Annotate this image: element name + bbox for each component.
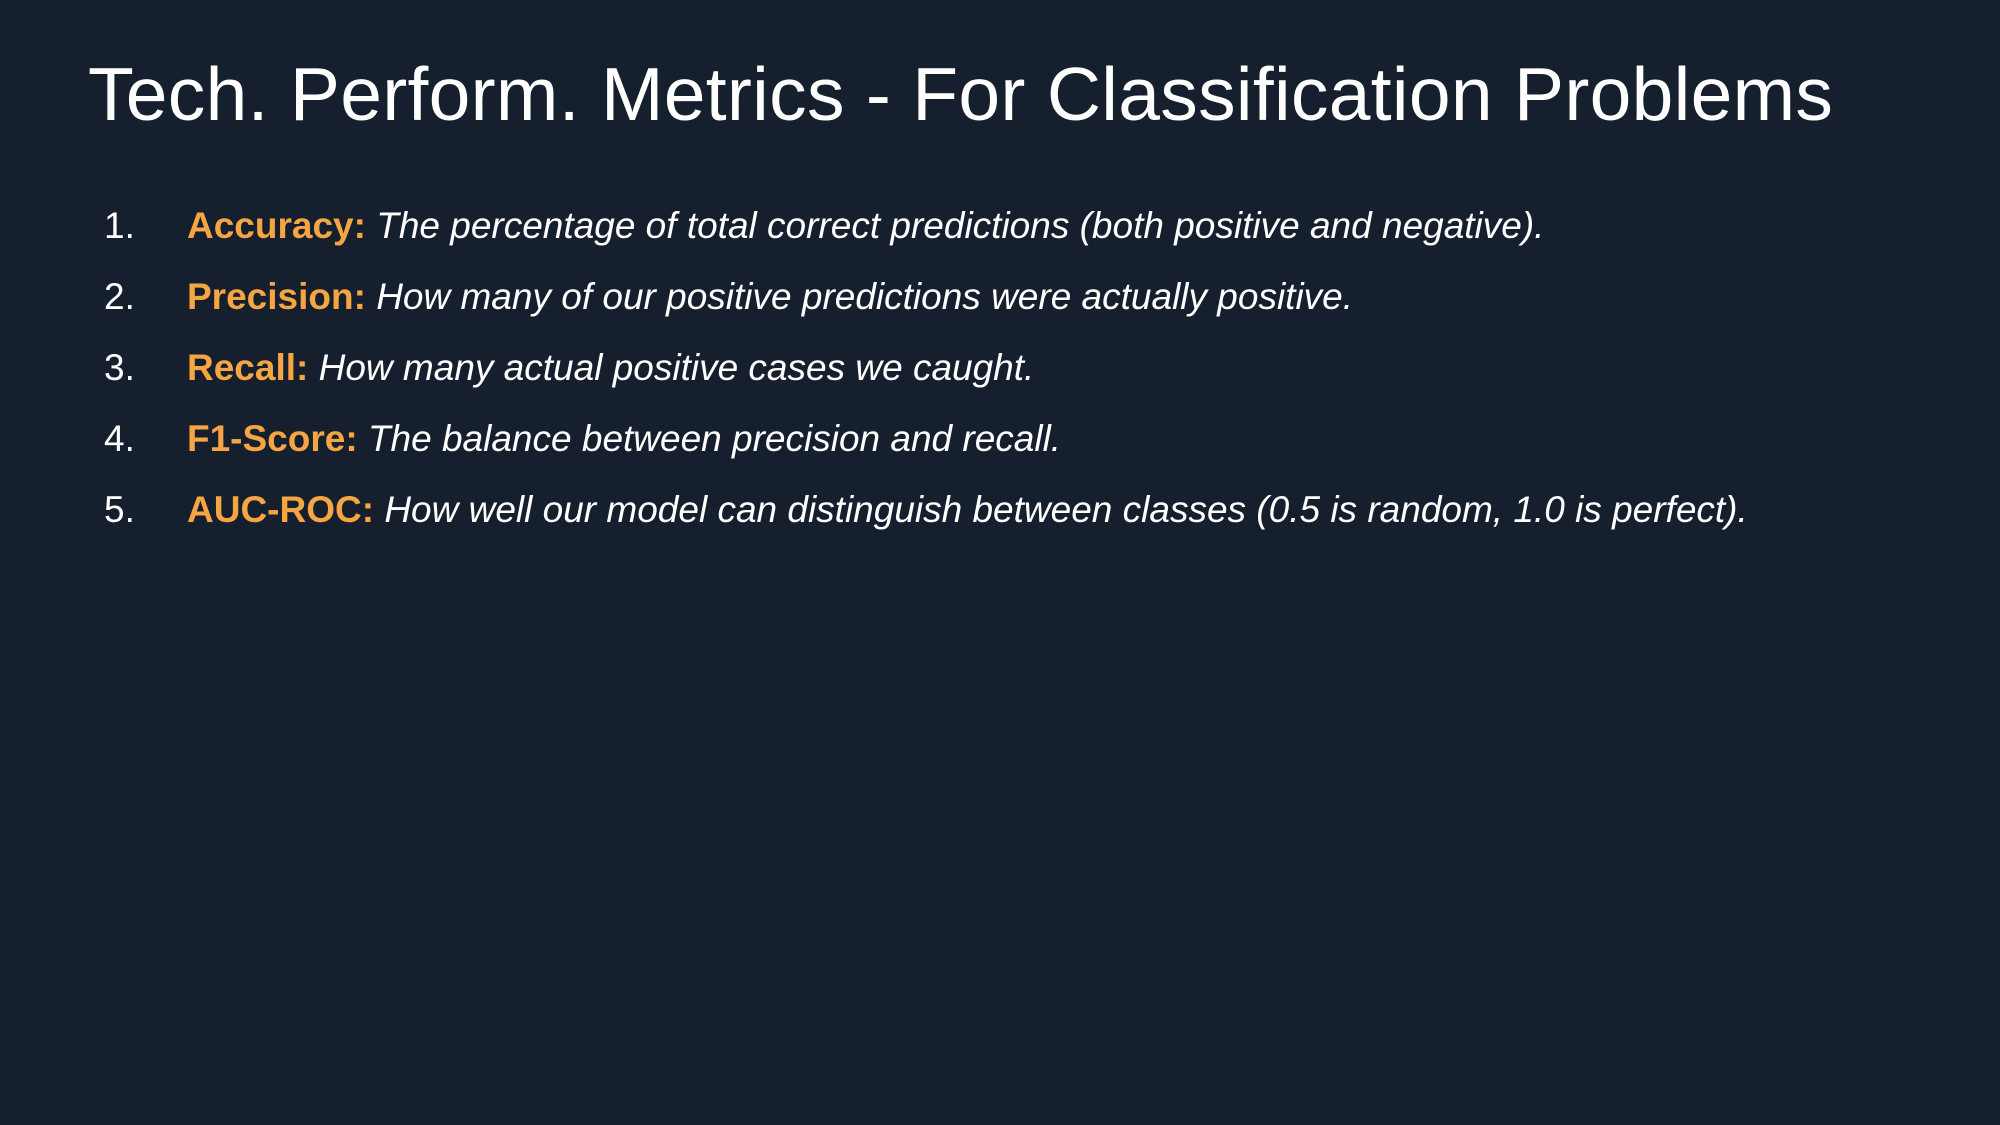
metric-description: The percentage of total correct predicti… [376, 205, 1545, 246]
metric-item-f1-score: 4. F1-Score: The balance between precisi… [0, 403, 2000, 474]
metric-text: Accuracy: The percentage of total correc… [187, 190, 1544, 261]
metric-term: F1-Score: [187, 418, 358, 459]
metric-description: The balance between precision and recall… [367, 418, 1062, 459]
metric-description: How well our model can distinguish betwe… [384, 489, 1748, 530]
metric-item-auc-roc: 5. AUC-ROC: How well our model can disti… [0, 474, 2000, 545]
metric-number: 3. [104, 347, 135, 388]
metric-term: Accuracy: [187, 205, 366, 246]
metric-number: 2. [104, 276, 135, 317]
slide-title: Tech. Perform. Metrics - For Classificat… [88, 52, 1834, 136]
metric-term: AUC-ROC: [187, 489, 375, 530]
metric-text: Recall: How many actual positive cases w… [187, 332, 1034, 403]
metric-number: 5. [104, 489, 135, 530]
metric-term: Recall: [187, 347, 309, 388]
metric-item-recall: 3. Recall: How many actual positive case… [0, 332, 2000, 403]
metric-text: F1-Score: The balance between precision … [187, 403, 1061, 474]
metric-item-precision: 2. Precision: How many of our positive p… [0, 261, 2000, 332]
metric-description: How many of our positive predictions wer… [376, 276, 1354, 317]
metric-text: AUC-ROC: How well our model can distingu… [187, 474, 1748, 545]
metric-term: Precision: [187, 276, 366, 317]
metric-number: 4. [104, 418, 135, 459]
metric-description: How many actual positive cases we caught… [318, 347, 1035, 388]
metric-text: Precision: How many of our positive pred… [187, 261, 1353, 332]
metric-item-accuracy: 1. Accuracy: The percentage of total cor… [0, 190, 2000, 261]
metric-list: 1. Accuracy: The percentage of total cor… [0, 190, 2000, 545]
metric-number: 1. [104, 205, 135, 246]
